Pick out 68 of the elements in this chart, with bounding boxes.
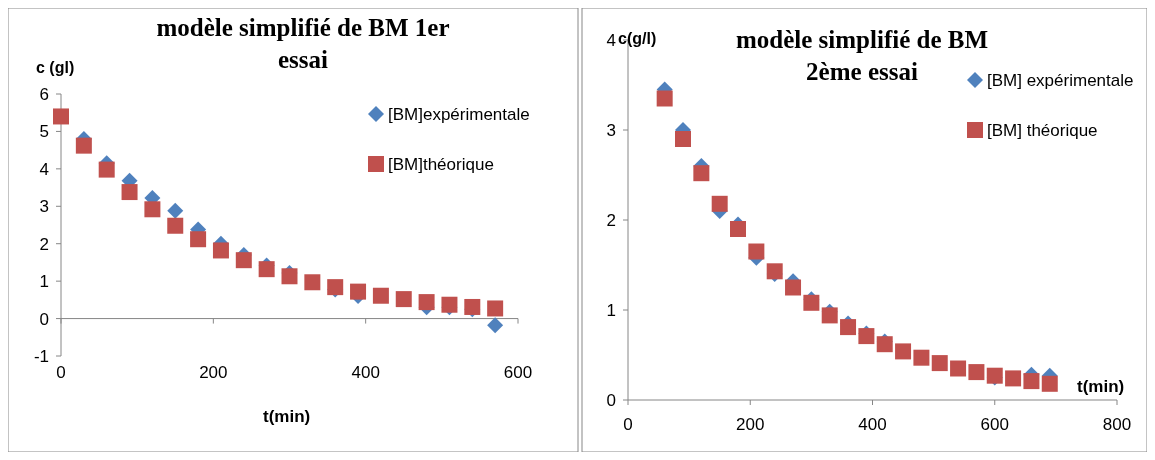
point bbox=[167, 202, 184, 219]
point bbox=[304, 274, 321, 291]
x-tick-label: 0 bbox=[56, 363, 66, 382]
legend-label: [BM]expérimentale bbox=[388, 104, 530, 124]
point bbox=[840, 319, 857, 336]
point bbox=[53, 108, 69, 125]
y-tick-label: 1 bbox=[606, 300, 616, 320]
point bbox=[121, 184, 138, 201]
y-tick-label: 0 bbox=[606, 390, 616, 410]
point bbox=[418, 294, 435, 311]
point bbox=[75, 137, 92, 154]
y-axis-title: c (gl) bbox=[36, 59, 75, 76]
x-tick-label: 600 bbox=[503, 363, 533, 382]
point bbox=[372, 287, 389, 304]
point bbox=[711, 195, 728, 212]
point bbox=[167, 217, 184, 234]
point bbox=[98, 161, 115, 178]
point bbox=[212, 242, 229, 259]
x-tick-label: 200 bbox=[736, 415, 765, 434]
point bbox=[190, 231, 207, 248]
y-tick-label: 6 bbox=[39, 84, 49, 104]
point bbox=[730, 221, 747, 237]
point bbox=[931, 355, 948, 372]
point bbox=[748, 243, 765, 260]
y-tick-label: 0 bbox=[39, 309, 49, 329]
point bbox=[895, 343, 912, 360]
y-axis-title: c(g/l) bbox=[618, 30, 657, 47]
legend-label: [BM]théorique bbox=[388, 154, 494, 174]
point bbox=[395, 291, 412, 308]
point bbox=[821, 307, 838, 324]
y-tick-label: 3 bbox=[39, 197, 49, 217]
point bbox=[693, 165, 710, 182]
x-tick-label: 400 bbox=[351, 363, 380, 382]
point bbox=[487, 317, 504, 334]
point bbox=[656, 90, 673, 107]
y-tick-label: 2 bbox=[39, 234, 49, 254]
point bbox=[350, 283, 367, 300]
point bbox=[1041, 375, 1058, 392]
x-axis-title: t(min) bbox=[263, 407, 311, 426]
x-tick-label: 200 bbox=[199, 363, 228, 382]
point bbox=[487, 300, 504, 317]
y-tick-label: 3 bbox=[606, 120, 616, 140]
y-tick-label: 4 bbox=[606, 30, 616, 50]
point bbox=[675, 131, 692, 147]
chart-title: modèle simplifié de BM 1er essai bbox=[156, 14, 450, 73]
point bbox=[1005, 370, 1022, 387]
y-tick-label: -1 bbox=[33, 346, 49, 366]
point bbox=[968, 364, 985, 381]
point bbox=[235, 252, 252, 269]
chart-title: modèle simplifié de BM 2ème essai bbox=[735, 26, 989, 85]
x-tick-label: 0 bbox=[623, 415, 633, 434]
point bbox=[1023, 373, 1040, 390]
point bbox=[258, 261, 275, 278]
point bbox=[144, 201, 161, 218]
y-tick-label: 2 bbox=[606, 210, 616, 230]
y-tick-label: 4 bbox=[39, 159, 49, 179]
point bbox=[281, 268, 298, 285]
legend-label: [BM] théorique bbox=[987, 120, 1098, 140]
y-tick-label: 5 bbox=[39, 122, 49, 142]
x-tick-label: 800 bbox=[1102, 415, 1132, 434]
point bbox=[913, 349, 930, 366]
point bbox=[785, 279, 802, 296]
x-tick-label: 400 bbox=[858, 415, 887, 434]
y-tick-label: 1 bbox=[39, 272, 49, 292]
x-tick-label: 600 bbox=[980, 415, 1009, 434]
point bbox=[950, 360, 967, 377]
legend-label: [BM] expérimentale bbox=[987, 70, 1134, 90]
x-axis-title: t(min) bbox=[1077, 377, 1125, 396]
